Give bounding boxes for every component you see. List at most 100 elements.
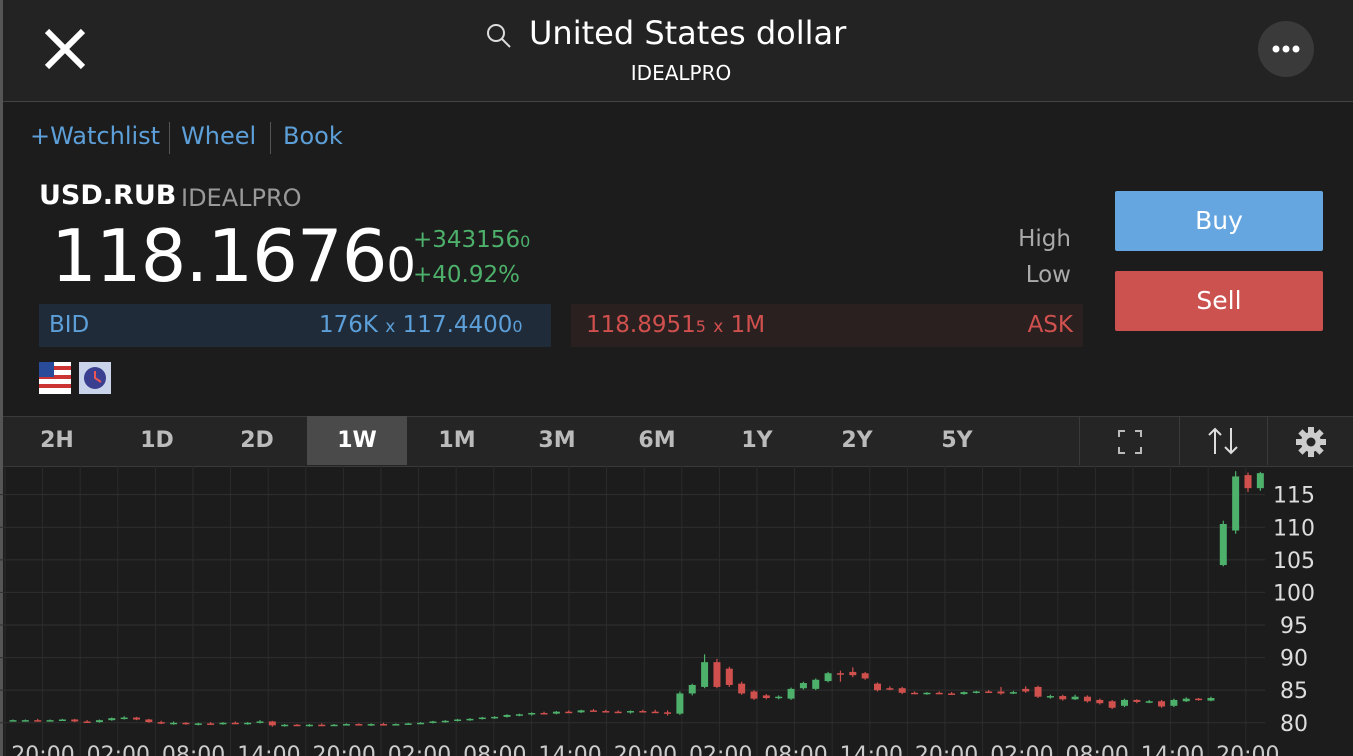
x-tick-label: 08:00 (1065, 743, 1128, 756)
x-tick-label: 02:00 (87, 743, 150, 756)
candle-body (268, 721, 276, 726)
candle-body (1244, 475, 1252, 489)
y-tick-label: 110 (1273, 516, 1315, 541)
candle-body (775, 696, 783, 699)
time-tab[interactable]: 5Y (941, 428, 973, 453)
time-tab[interactable]: 1M (438, 428, 476, 453)
time-tab[interactable]: 6M (638, 428, 676, 453)
candle-body (577, 710, 585, 713)
candle-body (1096, 699, 1104, 704)
candle-body (1121, 699, 1128, 706)
time-tab[interactable]: 1D (140, 428, 174, 453)
candle-body (318, 724, 326, 727)
high-label: High (1018, 226, 1071, 252)
ask-price: 118.8951 (586, 312, 696, 338)
candle-body (1219, 524, 1227, 566)
time-tab[interactable]: 1W (307, 416, 407, 465)
candle-body (589, 710, 597, 712)
candle-body (1083, 696, 1091, 702)
bid-panel (39, 304, 551, 347)
candle-body (960, 692, 968, 695)
price-tail: 0 (386, 238, 416, 292)
link[interactable]: Wheel (181, 122, 257, 150)
candle-body (466, 718, 474, 721)
candle-body (1195, 698, 1203, 701)
candle-body (170, 722, 178, 725)
candle-body (417, 722, 425, 725)
exchange: IDEALPRO (181, 184, 302, 212)
candle-body (1071, 696, 1079, 700)
sort-button[interactable] (1206, 426, 1240, 456)
candle-body (478, 717, 486, 720)
candle-body (923, 692, 931, 695)
time-tab[interactable]: 2Y (841, 428, 873, 453)
x-tick-label: 14:00 (840, 743, 903, 756)
candle-body (676, 693, 684, 714)
candle-body (948, 693, 956, 695)
candle-body (874, 683, 881, 691)
ask-size: 1M (730, 312, 766, 338)
candle-body (355, 724, 363, 726)
title: United States dollar (529, 14, 847, 52)
candle-body (34, 720, 42, 722)
candle-body (1034, 686, 1042, 697)
x-tick-label: 20:00 (1216, 743, 1279, 756)
candle-body (528, 712, 536, 715)
bid-size: 176K (319, 312, 378, 338)
price-main: 118.1676 (51, 214, 388, 298)
link[interactable]: Book (283, 122, 343, 150)
candle-body (380, 724, 387, 726)
candle-body (1108, 701, 1116, 708)
icons (39, 362, 111, 394)
candle-body (565, 711, 573, 714)
divider (1267, 416, 1268, 465)
candle-body (787, 688, 795, 699)
more-button[interactable] (1258, 21, 1314, 77)
candle-body (515, 714, 523, 716)
candle-body (812, 679, 820, 689)
candle-body (145, 719, 153, 723)
time-tab[interactable]: 1Y (741, 428, 773, 453)
candle-body (861, 673, 869, 679)
time-tab[interactable]: 2H (40, 428, 74, 453)
x-tick-label: 08:00 (764, 743, 827, 756)
divider (270, 122, 271, 154)
candle-body (58, 719, 66, 722)
candle-body (330, 724, 338, 727)
change: +3431560 (413, 227, 530, 253)
candle-body (9, 720, 17, 722)
candle-body (824, 673, 832, 682)
sell-button[interactable]: Sell (1115, 271, 1323, 331)
close-button[interactable] (43, 28, 89, 70)
x-tick-label: 02:00 (388, 743, 451, 756)
header (3, 0, 1353, 102)
candle-body (1182, 698, 1190, 702)
candle-body (1133, 699, 1141, 702)
x-tick-label: 14:00 (237, 743, 300, 756)
x-tick-label: 14:00 (538, 743, 601, 756)
candle-body (281, 724, 289, 727)
fullscreen-button[interactable] (1117, 429, 1143, 455)
buy-button[interactable]: Buy (1115, 191, 1323, 251)
candle-body (898, 688, 906, 693)
subtitle: IDEALPRO (630, 61, 732, 85)
candle-body (1022, 688, 1030, 692)
y-tick-label: 115 (1273, 484, 1315, 509)
chart: 80 85 90 95 100 105 110 115 20:00 02:00 08:00 14:00… (0, 466, 1315, 756)
candle-body (799, 683, 807, 689)
bid-x: x (385, 317, 396, 337)
candle-body (207, 723, 215, 725)
x-tick-label: 20:00 (915, 743, 978, 756)
y-tick-label: 95 (1280, 614, 1308, 639)
time-tab[interactable]: 2D (240, 428, 274, 453)
candle-body (651, 711, 659, 714)
settings-button[interactable] (1295, 426, 1327, 458)
link[interactable]: +Watchlist (30, 122, 161, 150)
x-tick-label: 20:00 (11, 743, 74, 756)
candle-body (664, 712, 672, 714)
x-tick-label: 14:00 (1141, 743, 1204, 756)
ask-panel (571, 304, 1083, 347)
time-tab[interactable]: 3M (538, 428, 576, 453)
candle-body (83, 721, 91, 723)
